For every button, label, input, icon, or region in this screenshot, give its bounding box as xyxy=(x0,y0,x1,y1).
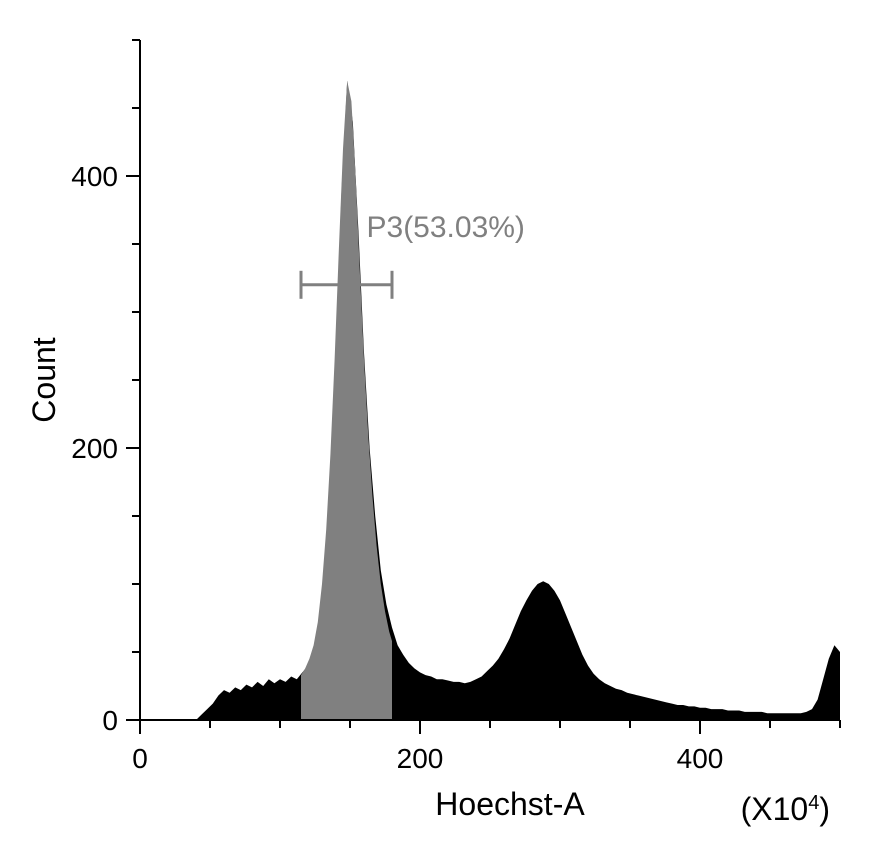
y-tick-label: 200 xyxy=(71,433,118,464)
histogram-series-background xyxy=(196,81,840,720)
y-tick-label: 400 xyxy=(71,161,118,192)
x-axis-unit: (X104) xyxy=(741,791,830,827)
x-tick-label: 400 xyxy=(677,743,724,774)
gate-label: P3(53.03%) xyxy=(367,211,525,244)
histogram-series-P3 xyxy=(301,81,392,720)
flow-cytometry-histogram: 0 200 400 0 200 400 Hoechst-A (X104) Count P3(53.… xyxy=(0,0,875,867)
x-tick-label: 0 xyxy=(132,743,148,774)
y-axis-label: Count xyxy=(26,337,62,423)
axes xyxy=(140,40,840,720)
x-tick-label: 200 xyxy=(397,743,444,774)
x-axis-label: Hoechst-A xyxy=(435,786,585,822)
y-tick-label: 0 xyxy=(102,705,118,736)
chart-svg: 0 200 400 0 200 400 Hoechst-A (X104) Count P3(53.… xyxy=(0,0,875,867)
